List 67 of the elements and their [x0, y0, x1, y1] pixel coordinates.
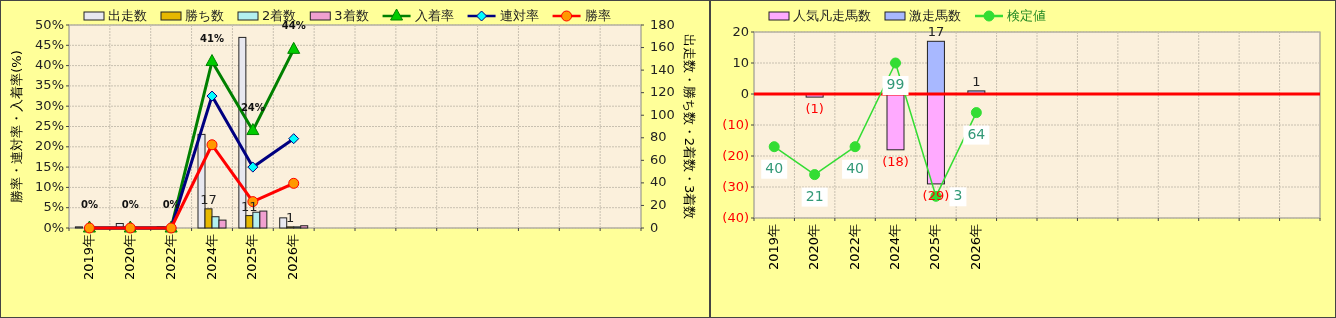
y-tick-label: 5% [43, 199, 64, 215]
annotation: 64 [967, 125, 986, 142]
y-tick-label: (30) [722, 178, 749, 194]
annotation: 21 [805, 187, 824, 204]
x-tick-label: 2020年 [806, 224, 822, 271]
legend-label: 検定値 [1007, 7, 1046, 23]
x-tick-label: 2022年 [846, 224, 862, 271]
y2-axis-title: 出走数・勝ち数・2着数・3着数 [682, 33, 697, 220]
data-label: 44% [281, 20, 306, 32]
y2-tick-label: 0 [650, 219, 659, 235]
y2-tick-label: 140 [650, 61, 675, 77]
y2-tick-label: 100 [650, 106, 675, 122]
y-tick-label: 45% [35, 36, 64, 52]
legend-label: 入着率 [414, 7, 454, 23]
y-tick-label: (20) [722, 147, 749, 163]
y-tick-label: 40% [35, 57, 64, 73]
data-label: (18) [882, 153, 909, 169]
y2-tick-label: 60 [650, 151, 667, 167]
y-tick-label: 35% [35, 77, 64, 93]
y-tick-label: 10% [35, 178, 64, 194]
x-tick-label: 2025年 [244, 234, 260, 281]
y2-tick-label: 180 [650, 16, 675, 32]
x-tick-label: 2024年 [887, 224, 902, 271]
annotation: 40 [846, 159, 864, 176]
x-tick-label: 2024年 [203, 234, 219, 281]
x-tick-label: 2026年 [285, 234, 301, 281]
annotation: 3 [953, 187, 963, 204]
data-label: 0% [121, 199, 139, 210]
y-tick-label: (40) [722, 209, 749, 225]
x-tick-label: 2020年 [121, 234, 137, 281]
legend-label: 出走数 [108, 7, 147, 23]
data-label: (1) [805, 101, 824, 117]
legend-label: 連対率 [499, 7, 539, 23]
y-tick-label: 10 [732, 54, 749, 70]
x-tick-label: 2019年 [80, 234, 96, 281]
y2-tick-label: 40 [650, 174, 667, 190]
data-label: 17 [200, 191, 217, 207]
legend-label: 勝ち数 [185, 7, 224, 23]
data-label: 1 [286, 209, 295, 225]
y-tick-label: 0% [43, 219, 64, 235]
x-tick-label: 2019年 [765, 224, 781, 271]
y-tick-label: 50% [35, 16, 64, 32]
y-tick-label: 20% [35, 138, 64, 154]
y-axis-title: 勝率・連対率・入着率(%) [9, 50, 24, 203]
annotation: 40 [765, 159, 784, 176]
data-label: 17 [927, 24, 945, 40]
data-label: 0% [80, 199, 98, 210]
y-tick-label: 25% [35, 118, 64, 133]
y-tick-label: 20 [732, 23, 749, 39]
x-tick-label: 2025年 [927, 224, 943, 271]
data-label: 41% [200, 32, 224, 44]
y2-tick-label: 20 [650, 196, 667, 212]
y2-tick-label: 120 [650, 84, 675, 100]
data-label: 1 [972, 73, 981, 89]
y2-tick-label: 160 [650, 39, 675, 55]
y-tick-label: 15% [35, 158, 64, 174]
y-tick-label: (10) [722, 116, 749, 132]
y-tick-label: 30% [35, 97, 64, 113]
legend-label: 激走馬数 [909, 7, 961, 23]
legend-label: 人気凡走馬数 [793, 7, 871, 23]
x-tick-label: 2026年 [967, 224, 983, 271]
x-tick-label: 2022年 [162, 234, 178, 281]
annotation: 99 [886, 76, 905, 92]
y-tick-label: 0 [740, 85, 749, 101]
legend-label: 勝率 [584, 7, 611, 23]
legend-label: 3着数 [334, 7, 369, 23]
y2-tick-label: 80 [650, 129, 667, 145]
